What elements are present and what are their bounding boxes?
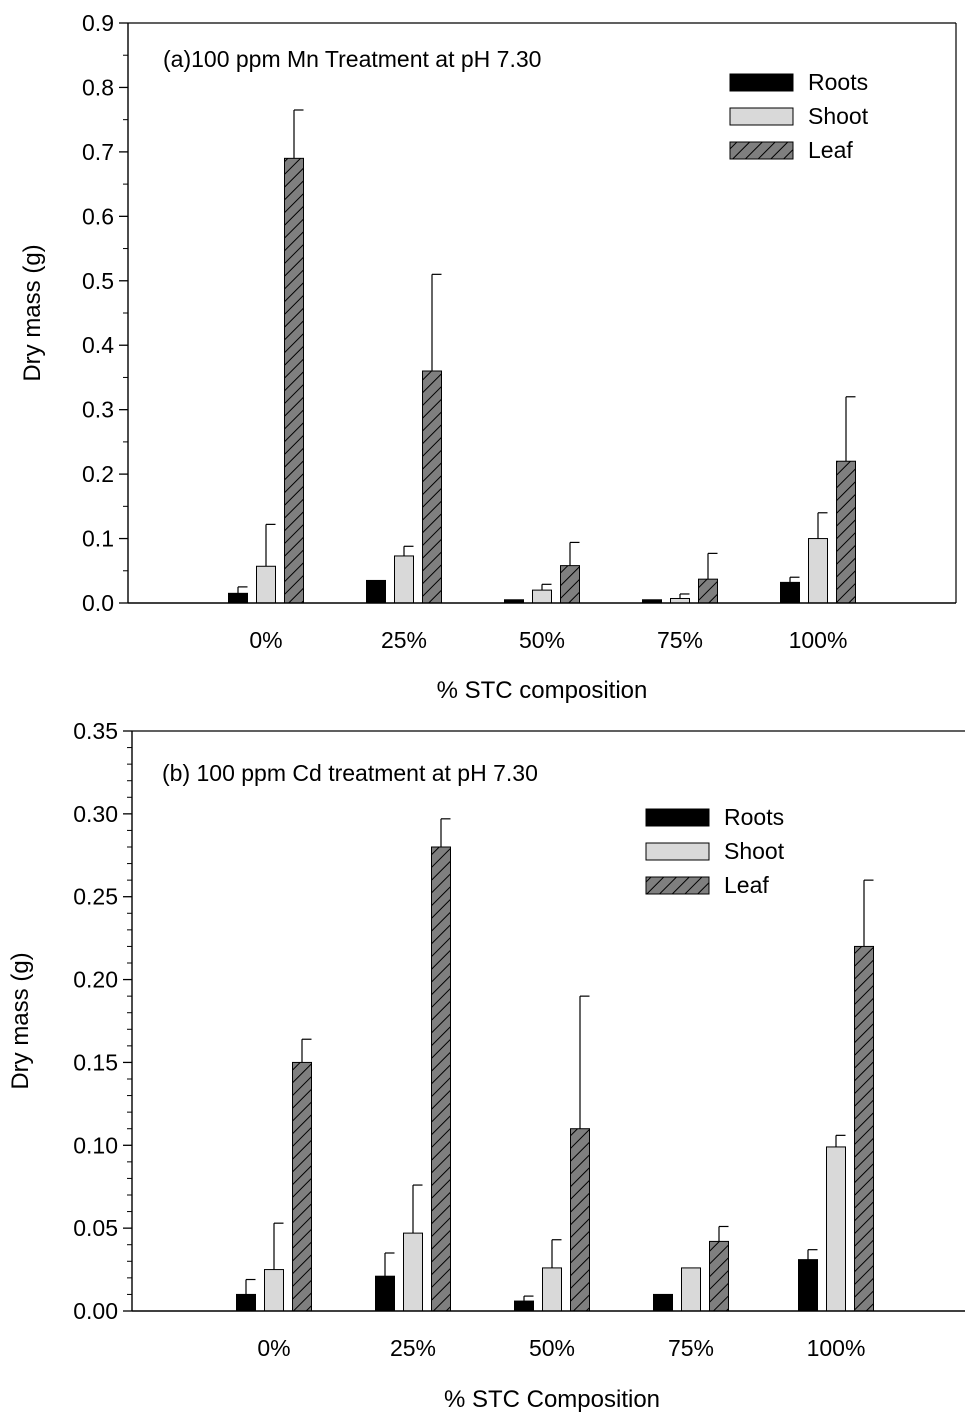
- y-tick-label: 0.20: [73, 967, 118, 993]
- bar-leaf: [292, 1061, 312, 1312]
- x-tick-label: 0%: [249, 627, 282, 653]
- bar-leaf: [422, 370, 442, 604]
- bar-shoot: [542, 1267, 562, 1312]
- x-tick-label: 50%: [529, 1335, 575, 1361]
- y-tick-label: 0.4: [82, 332, 114, 358]
- bar-shoot: [532, 589, 552, 604]
- y-tick-label: 0.15: [73, 1049, 118, 1075]
- legend-swatch-roots: [645, 808, 710, 827]
- bar-leaf: [836, 460, 856, 604]
- bar-leaf: [560, 565, 580, 604]
- y-tick-label: 0.05: [73, 1215, 118, 1241]
- bar-shoot: [394, 555, 414, 604]
- bar-roots: [653, 1293, 673, 1312]
- legend-swatch-leaf: [645, 876, 710, 895]
- bar-roots: [514, 1300, 534, 1312]
- chart-panel-b: 0.00 0.05 0.10 0.15 0.20 0.25 0.30 0.35 0% 25% 50%…: [7, 718, 965, 1413]
- bar-shoot: [826, 1146, 846, 1312]
- y-tick-label: 0.2: [82, 461, 114, 487]
- y-axis-title: Dry mass (g): [19, 244, 46, 381]
- legend-swatch-leaf: [729, 141, 794, 160]
- x-tick-label: 50%: [519, 627, 565, 653]
- legend-label-leaf: Leaf: [808, 137, 853, 163]
- x-tick-label: 0%: [257, 1335, 290, 1361]
- bar-roots: [780, 581, 800, 604]
- x-tick-label: 75%: [657, 627, 703, 653]
- x-tick-label: 100%: [807, 1335, 866, 1361]
- bar-leaf: [431, 846, 451, 1312]
- y-tick-label: 0.6: [82, 203, 114, 229]
- y-tick-label: 0.25: [73, 884, 118, 910]
- bar-roots: [236, 1293, 256, 1312]
- y-tick-label: 0.3: [82, 397, 114, 423]
- bar-roots: [375, 1275, 395, 1312]
- legend-label-leaf: Leaf: [724, 872, 769, 898]
- bar-leaf: [709, 1240, 729, 1312]
- y-axis-title: Dry mass (g): [7, 952, 34, 1089]
- bar-leaf: [698, 578, 718, 604]
- chart-panel-a: 0.0 0.1 0.2 0.3 0.4 0.5 0.6 0.7 0.8 0.9 0% 25% 50% 75…: [19, 10, 957, 704]
- x-tick-label: 75%: [668, 1335, 714, 1361]
- x-tick-label: 25%: [390, 1335, 436, 1361]
- x-axis-title: % STC composition: [437, 677, 648, 704]
- bar-shoot: [256, 565, 276, 604]
- legend-swatch-shoot: [645, 842, 710, 861]
- bar-shoot: [264, 1269, 284, 1312]
- bar-leaf: [570, 1128, 590, 1312]
- y-tick-label: 0.30: [73, 801, 118, 827]
- y-tick-label: 0.5: [82, 268, 114, 294]
- y-tick-label: 0.00: [73, 1298, 118, 1324]
- bar-roots: [798, 1259, 818, 1312]
- legend-label-shoot: Shoot: [724, 838, 785, 864]
- legend-label-shoot: Shoot: [808, 103, 869, 129]
- bar-shoot: [808, 538, 828, 604]
- y-tick-label: 0.8: [82, 74, 114, 100]
- y-tick-label: 0.1: [82, 526, 114, 552]
- chart-title: (a)100 ppm Mn Treatment at pH 7.30: [163, 46, 541, 72]
- bar-shoot: [681, 1267, 701, 1312]
- y-tick-label: 0.0: [82, 590, 114, 616]
- legend-label-roots: Roots: [724, 804, 784, 830]
- y-tick-label: 0.10: [73, 1132, 118, 1158]
- y-tick-label: 0.7: [82, 139, 114, 165]
- bar-leaf: [284, 157, 304, 604]
- chart-title: (b) 100 ppm Cd treatment at pH 7.30: [162, 760, 538, 786]
- legend-swatch-shoot: [729, 107, 794, 126]
- y-tick-label: 0.35: [73, 718, 118, 744]
- legend-label-roots: Roots: [808, 69, 868, 95]
- y-tick-label: 0.9: [82, 10, 114, 36]
- bar-roots: [228, 592, 248, 604]
- x-tick-label: 25%: [381, 627, 427, 653]
- legend-swatch-roots: [729, 73, 794, 92]
- bar-roots: [366, 579, 386, 604]
- bar-leaf: [854, 945, 874, 1312]
- x-axis-title: % STC Composition: [444, 1386, 660, 1413]
- x-tick-label: 100%: [789, 627, 848, 653]
- bar-shoot: [403, 1232, 423, 1312]
